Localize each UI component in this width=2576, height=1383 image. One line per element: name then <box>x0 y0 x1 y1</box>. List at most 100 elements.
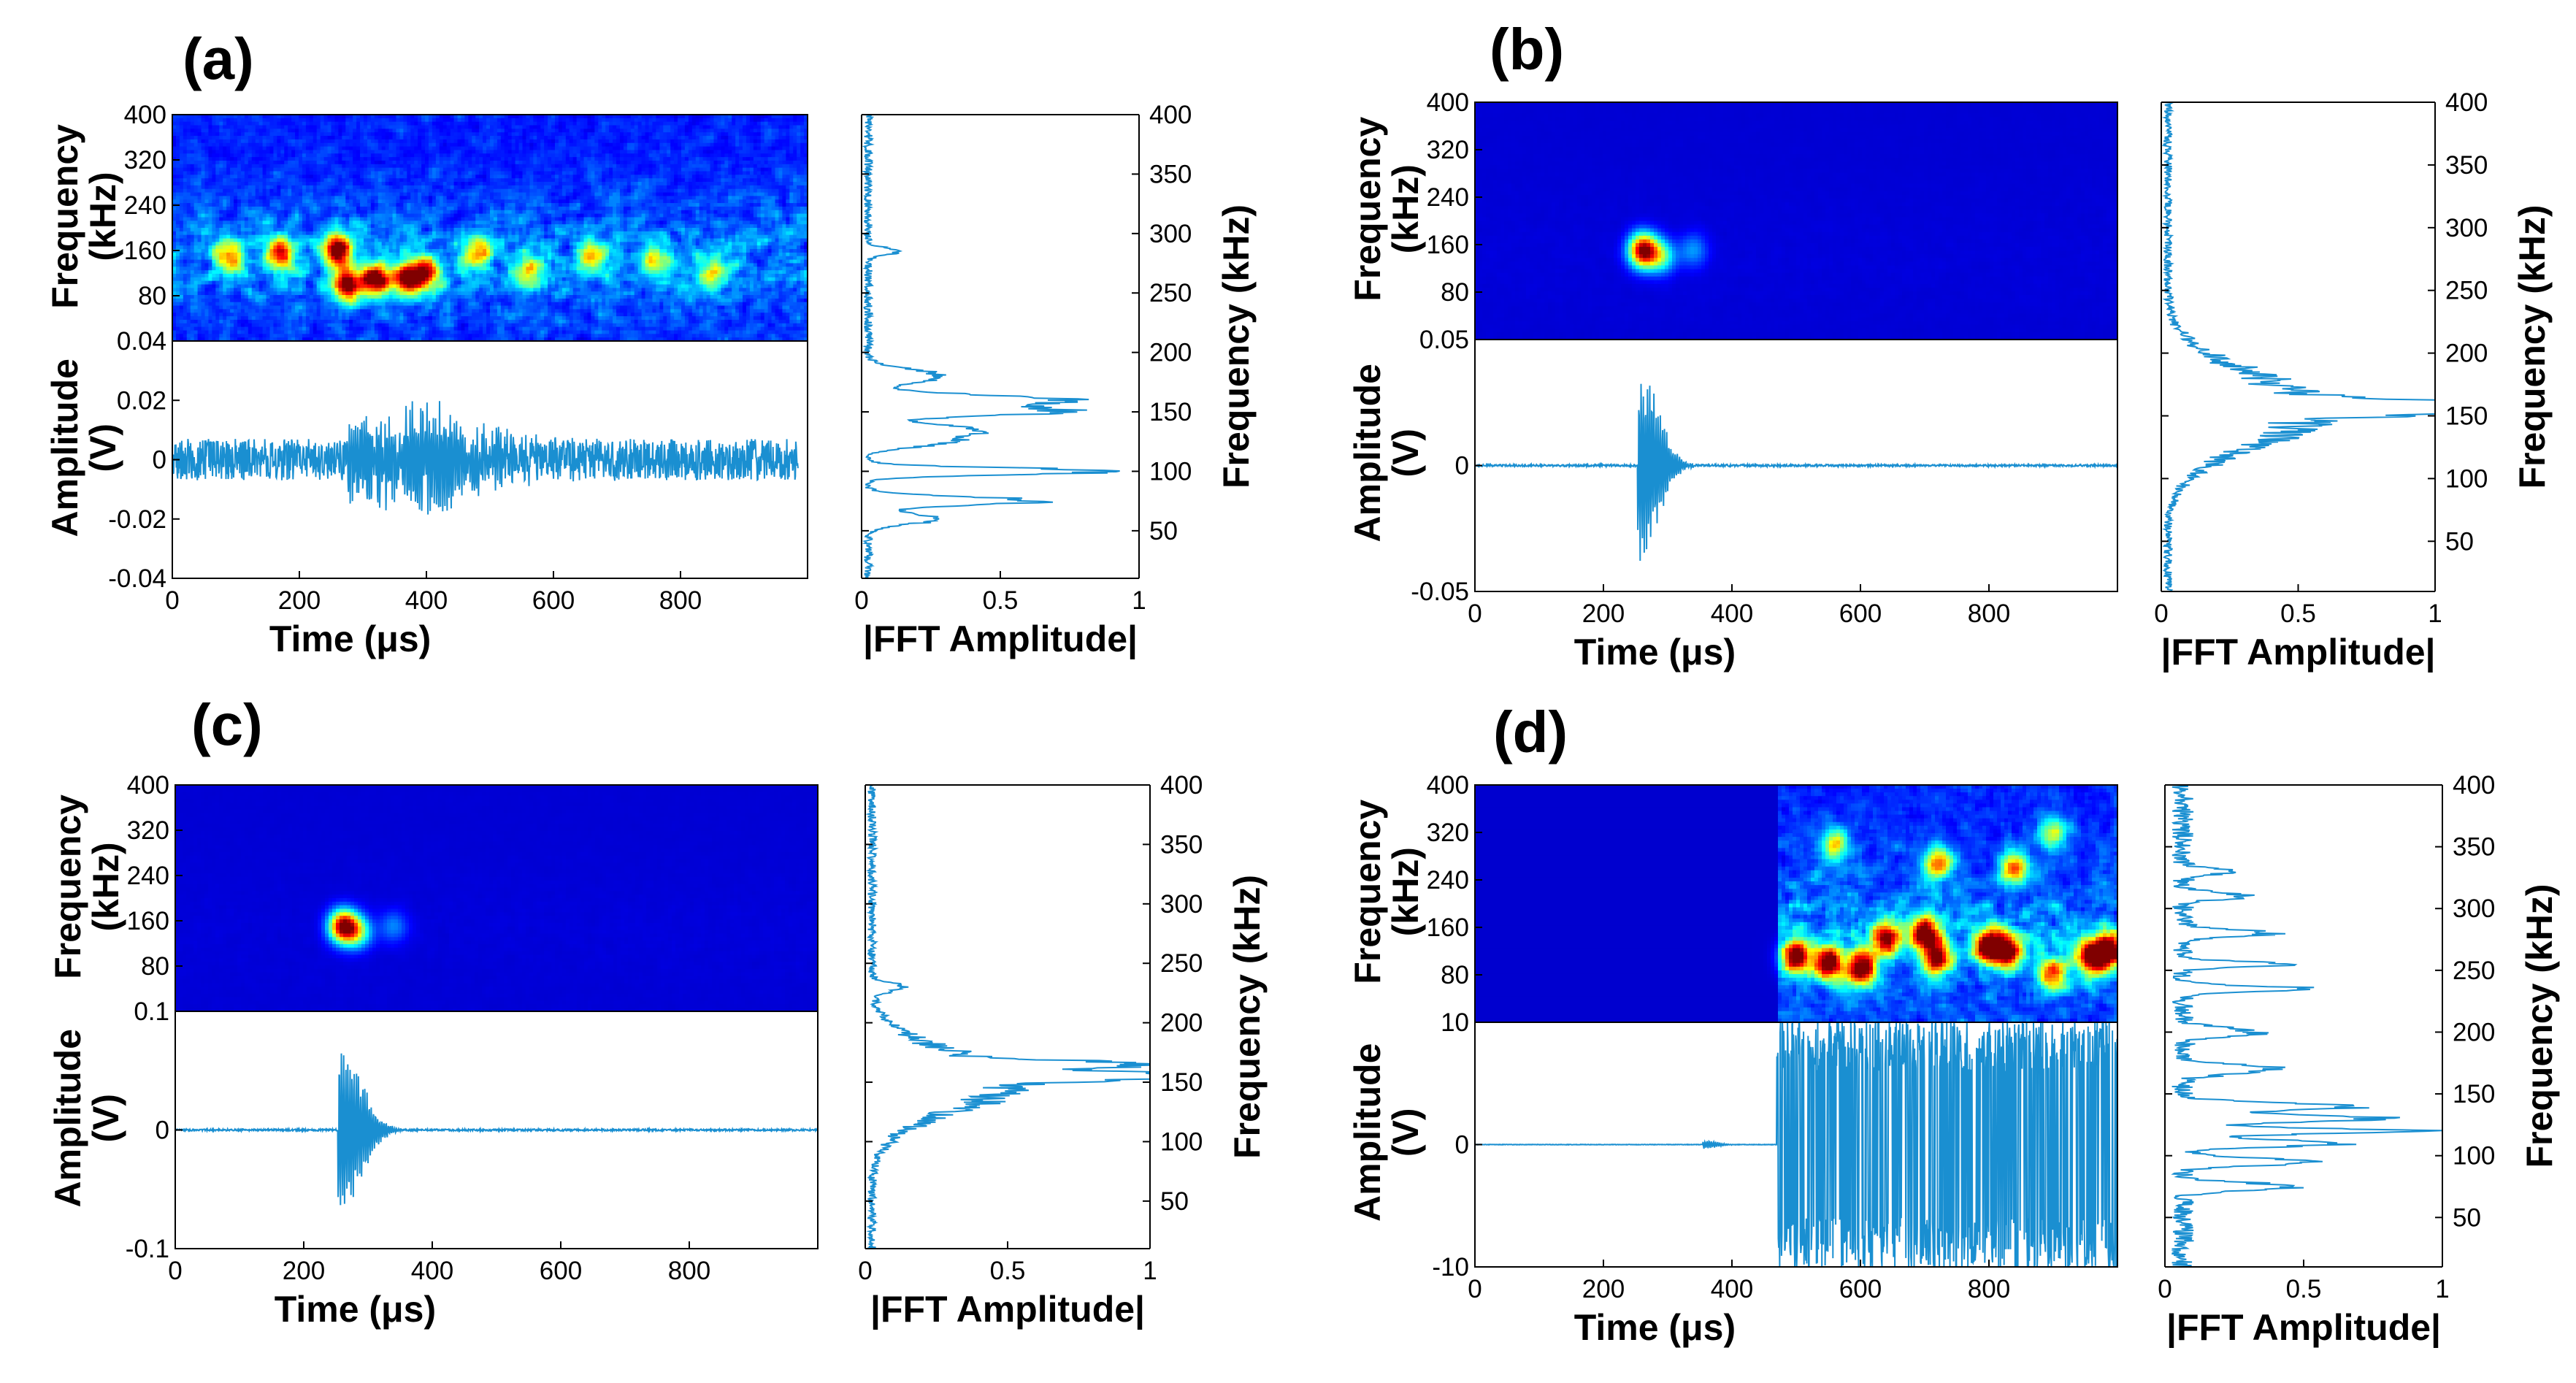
signal-xtick-label: 400 <box>1711 1275 1753 1303</box>
fft-ytick-label: 50 <box>2453 1203 2481 1232</box>
signal-xtick-label: 0 <box>165 586 179 615</box>
spectrogram-ytick-label: 80 <box>1441 961 1469 989</box>
fft-xlabel: |FFT Amplitude| <box>2161 632 2435 673</box>
signal-xlabel: Time (μs) <box>275 1289 436 1330</box>
fft-ytick-label: 250 <box>1160 949 1203 978</box>
spectrogram-ytick-label: 240 <box>124 191 166 220</box>
spectrogram-ytick-label: 400 <box>127 771 169 800</box>
signal-xtick-label: 400 <box>411 1257 453 1285</box>
panel-label: (a) <box>183 26 254 91</box>
fft-xtick-label: 0 <box>858 1257 872 1285</box>
fft-xtick-label: 0 <box>854 586 868 615</box>
signal-xlabel: Time (μs) <box>1574 632 1736 673</box>
fft-ytick-label: 200 <box>2453 1018 2495 1046</box>
spectrogram-ylabel-unit: (kHz) <box>85 842 126 931</box>
signal-xtick-label: 800 <box>659 586 702 615</box>
signal-ylabel-unit: (V) <box>1385 1108 1426 1157</box>
fft-ytick-label: 150 <box>2453 1080 2495 1108</box>
spectrogram-ylabel-unit: (kHz) <box>1385 164 1426 253</box>
fft-ylabel: Frequency (kHz) <box>1227 875 1268 1159</box>
spectrogram-image <box>172 115 808 342</box>
fft-ytick-label: 150 <box>1160 1068 1203 1097</box>
fft-xtick-label: 0.5 <box>2286 1275 2322 1303</box>
spectrogram-ytick-label: 320 <box>127 816 169 845</box>
signal-xtick-label: 800 <box>1968 599 2010 628</box>
fft-ytick-label: 200 <box>1160 1009 1203 1038</box>
fft-line <box>868 785 1151 1249</box>
fft-ytick-label: 400 <box>1149 101 1192 129</box>
signal-line <box>1475 1022 2117 1267</box>
fft-xtick-label: 1 <box>1143 1257 1157 1285</box>
spectrogram-ylabel-unit: (kHz) <box>83 172 123 261</box>
spectrogram-ylabel: Frequency <box>45 124 85 309</box>
fft-xlabel: |FFT Amplitude| <box>863 618 1138 660</box>
spectrogram-ytick-label: 240 <box>127 862 169 890</box>
signal-xtick-label: 800 <box>1968 1275 2010 1303</box>
spectrogram-ytick-label: 160 <box>127 907 169 935</box>
spectrogram-image <box>1475 102 2118 340</box>
spectrogram-ylabel-unit: (kHz) <box>1385 847 1426 936</box>
fft-ytick-label: 250 <box>2445 277 2488 305</box>
fft-ytick-label: 300 <box>2453 894 2495 923</box>
fft-ytick-label: 250 <box>1149 279 1192 307</box>
spectrogram-ytick-label: 400 <box>1427 88 1469 117</box>
signal-ytick-label: 0 <box>156 1116 169 1145</box>
signal-xtick-label: 800 <box>668 1257 710 1285</box>
signal-ylabel: Amplitude <box>45 359 85 537</box>
signal-ytick-label: 10 <box>1441 1008 1469 1037</box>
fft-xlabel: |FFT Amplitude| <box>870 1289 1145 1330</box>
fft-ytick-label: 100 <box>1149 457 1192 486</box>
signal-ytick-label: -0.04 <box>108 564 166 593</box>
spectrogram-ytick-label: 80 <box>138 282 166 310</box>
fft-xtick-label: 1 <box>1132 586 1146 615</box>
fft-ytick-label: 300 <box>2445 214 2488 242</box>
fft-xtick-label: 1 <box>2435 1275 2449 1303</box>
signal-ytick-label: 0.02 <box>117 386 166 415</box>
signal-xtick-label: 400 <box>1711 599 1753 628</box>
fft-xtick-label: 0 <box>2154 599 2168 628</box>
signal-xtick-label: 600 <box>540 1257 582 1285</box>
fft-xtick-label: 0 <box>2158 1275 2171 1303</box>
fft-ytick-label: 300 <box>1149 220 1192 248</box>
spectrogram-ylabel: Frequency <box>1347 117 1388 302</box>
signal-xtick-label: 600 <box>532 586 575 615</box>
spectrogram-ytick-label: 160 <box>124 237 166 265</box>
signal-ylabel-unit: (V) <box>85 1094 126 1143</box>
signal-ytick-label: 0 <box>153 446 166 475</box>
fft-line <box>2172 785 2443 1267</box>
signal-ytick-label: 0.04 <box>117 327 166 356</box>
fft-ytick-label: 350 <box>2453 833 2495 862</box>
fft-ytick-label: 300 <box>1160 890 1203 919</box>
signal-xtick-label: 200 <box>278 586 321 615</box>
spectrogram-ytick-label: 320 <box>1427 136 1469 164</box>
spectrogram-ytick-label: 240 <box>1427 866 1469 894</box>
signal-ytick-label: -0.02 <box>108 505 166 534</box>
signal-ylabel-unit: (V) <box>1385 429 1426 478</box>
spectrogram-ylabel: Frequency <box>47 794 88 979</box>
spectrogram-ytick-label: 80 <box>141 952 169 981</box>
fft-line <box>864 115 1119 578</box>
signal-xtick-label: 0 <box>1468 599 1481 628</box>
fft-ytick-label: 350 <box>1149 160 1192 188</box>
fft-ytick-label: 150 <box>2445 402 2488 430</box>
figure: (a)400320240160800.040.020-0.02-0.040 200… <box>0 0 2576 1383</box>
fft-ylabel: Frequency (kHz) <box>1216 204 1257 489</box>
signal-line <box>1475 384 2117 561</box>
signal-xtick-label: 200 <box>1582 1275 1625 1303</box>
fft-ytick-label: 200 <box>1149 339 1192 367</box>
signal-line <box>172 401 798 514</box>
fft-ytick-label: 50 <box>1149 517 1178 545</box>
spectrogram-ytick-label: 160 <box>1427 231 1469 259</box>
spectrogram-ytick-label: 320 <box>1427 819 1469 847</box>
signal-xtick-label: 200 <box>1582 599 1625 628</box>
fft-ytick-label: 100 <box>2453 1142 2495 1171</box>
signal-ytick-label: 0 <box>1455 452 1469 480</box>
signal-ytick-label: 0 <box>1455 1131 1469 1160</box>
signal-ytick-label: 0.05 <box>1419 326 1469 354</box>
signal-xtick-label: 0 <box>168 1257 182 1285</box>
signal-line <box>175 1054 818 1206</box>
spectrogram-ytick-label: 400 <box>124 101 166 129</box>
